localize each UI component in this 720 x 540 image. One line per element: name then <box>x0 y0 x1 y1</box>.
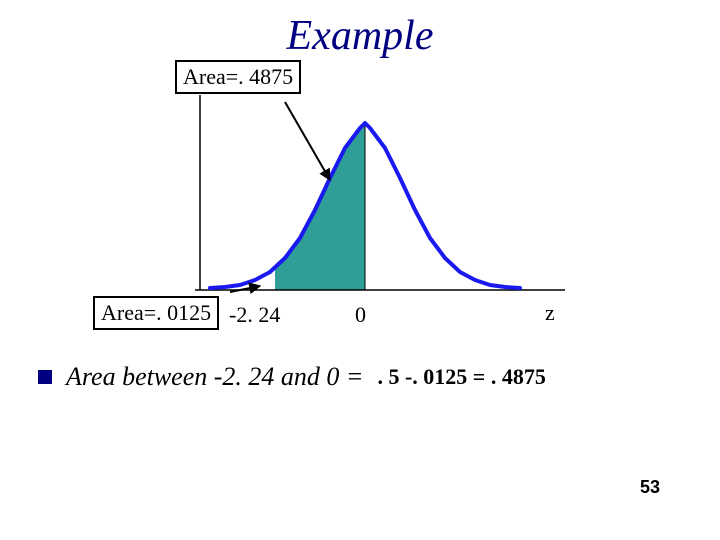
bullet-icon <box>38 370 52 384</box>
slide-title: Example <box>0 12 720 60</box>
area-label-left: Area=. 0125 <box>93 296 219 330</box>
area-label-top: Area=. 4875 <box>175 60 301 94</box>
z-axis-label: z <box>545 300 555 326</box>
page-number: 53 <box>640 477 660 498</box>
statement-calc: . 5 -. 0125 = . 4875 <box>377 364 545 390</box>
tick-zero: 0 <box>355 302 366 328</box>
statement-prefix: Area between -2. 24 and 0 = <box>66 362 363 392</box>
statement-row: Area between -2. 24 and 0 = . 5 -. 0125 … <box>38 362 546 392</box>
normal-curve-chart <box>170 90 570 300</box>
tick-neg224: -2. 24 <box>229 302 280 328</box>
